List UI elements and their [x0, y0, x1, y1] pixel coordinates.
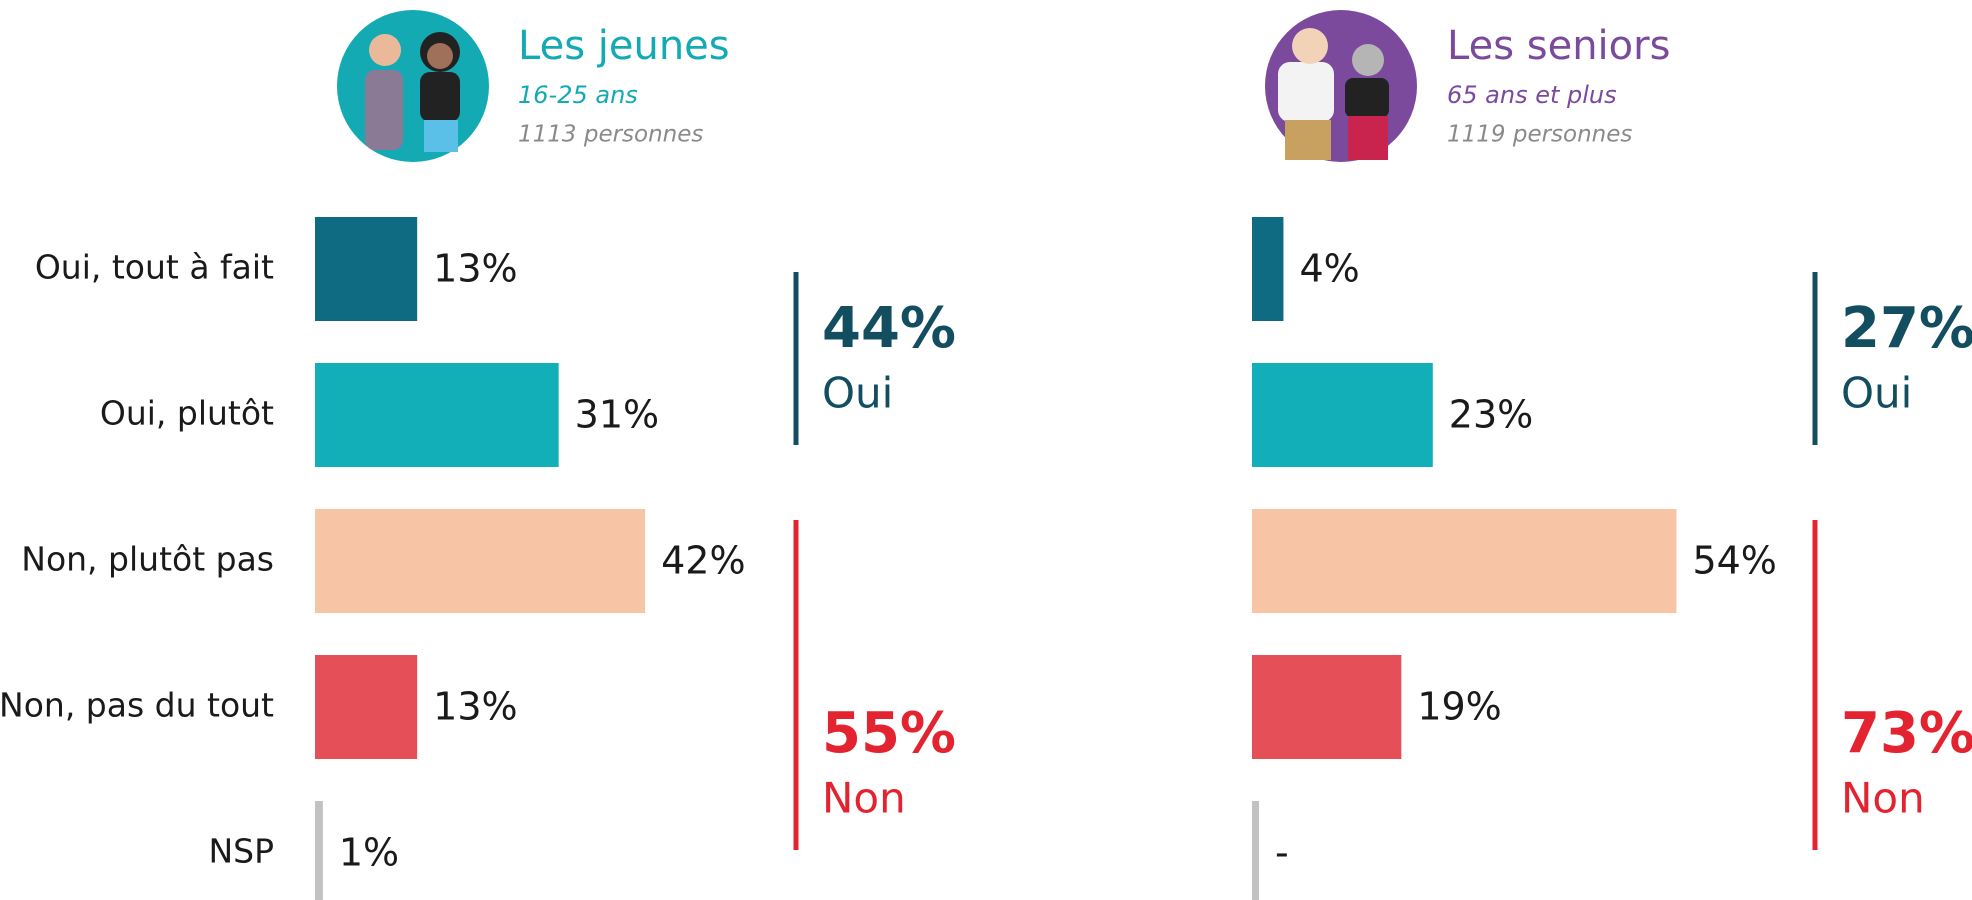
panel-subtitle: 16-25 ans [518, 81, 638, 109]
bar [315, 217, 418, 321]
panel-note: 1119 personnes [1447, 122, 1632, 148]
group-label: Non [1841, 774, 1925, 823]
group-label: Non [822, 774, 906, 823]
group-value: 27% [1841, 296, 1972, 361]
icon-seniors [1265, 10, 1417, 162]
value-label: 42% [661, 539, 745, 583]
empty-bar [1252, 801, 1259, 900]
bar [315, 509, 646, 613]
bar [1252, 655, 1402, 759]
bar [1252, 509, 1677, 613]
group-label: Oui [822, 369, 893, 418]
bar [315, 655, 418, 759]
category-label: NSP [208, 832, 274, 871]
value-label: 31% [575, 393, 659, 437]
bar [1252, 363, 1433, 467]
panel-title: Les seniors [1447, 23, 1670, 69]
group-value: 55% [822, 701, 956, 766]
group-value: 73% [1841, 701, 1972, 766]
category-label: Non, plutôt pas [21, 540, 274, 579]
value-label: 13% [433, 685, 517, 729]
category-label: Oui, plutôt [100, 394, 274, 433]
value-label: 4% [1299, 247, 1359, 291]
bar [1252, 217, 1284, 321]
group-value: 44% [822, 296, 956, 361]
category-label: Oui, tout à fait [35, 248, 274, 287]
bar [315, 363, 559, 467]
value-label: 13% [433, 247, 517, 291]
group-label: Oui [1841, 369, 1912, 418]
value-label: 23% [1449, 393, 1533, 437]
value-label: 19% [1417, 685, 1501, 729]
value-label: - [1275, 831, 1289, 875]
bar [315, 801, 323, 900]
panel-title: Les jeunes [518, 23, 730, 69]
category-label: Non, pas du tout [0, 686, 274, 725]
panel-subtitle: 65 ans et plus [1447, 81, 1617, 109]
value-label: 54% [1692, 539, 1776, 583]
icon-jeunes [337, 10, 489, 162]
value-label: 1% [339, 831, 399, 875]
panel-note: 1113 personnes [518, 122, 703, 148]
